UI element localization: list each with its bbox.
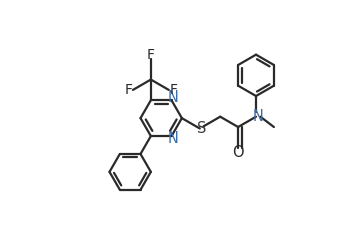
- Text: N: N: [167, 90, 178, 105]
- Text: O: O: [232, 145, 244, 160]
- Text: S: S: [197, 121, 206, 136]
- Text: N: N: [167, 131, 178, 146]
- Text: F: F: [125, 83, 132, 97]
- Text: F: F: [169, 83, 177, 97]
- Text: F: F: [147, 47, 155, 62]
- Text: N: N: [253, 109, 264, 124]
